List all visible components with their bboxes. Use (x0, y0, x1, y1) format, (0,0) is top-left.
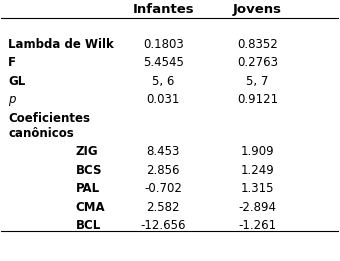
Text: BCS: BCS (75, 164, 102, 177)
Text: 0.9121: 0.9121 (237, 93, 278, 106)
Text: 2.856: 2.856 (147, 164, 180, 177)
Text: -1.261: -1.261 (239, 219, 277, 232)
Text: 0.1803: 0.1803 (143, 38, 184, 51)
Text: 2.582: 2.582 (147, 201, 180, 213)
Text: 1.249: 1.249 (241, 164, 275, 177)
Text: 1.315: 1.315 (241, 182, 274, 195)
Text: 5.4545: 5.4545 (143, 56, 184, 69)
Text: -12.656: -12.656 (140, 219, 186, 232)
Text: -0.702: -0.702 (144, 182, 182, 195)
Text: CMA: CMA (75, 201, 105, 213)
Text: BCL: BCL (75, 219, 101, 232)
Text: Infantes: Infantes (133, 3, 194, 16)
Text: -2.894: -2.894 (239, 201, 277, 213)
Text: 0.8352: 0.8352 (237, 38, 278, 51)
Text: 5, 7: 5, 7 (246, 75, 269, 88)
Text: Lambda de Wilk: Lambda de Wilk (8, 38, 114, 51)
Text: 8.453: 8.453 (147, 145, 180, 158)
Text: Coeficientes
canônicos: Coeficientes canônicos (8, 112, 90, 140)
Text: 5, 6: 5, 6 (152, 75, 174, 88)
Text: 0.2763: 0.2763 (237, 56, 278, 69)
Text: ZIG: ZIG (75, 145, 98, 158)
Text: Jovens: Jovens (233, 3, 282, 16)
Text: p: p (8, 93, 16, 106)
Text: PAL: PAL (75, 182, 100, 195)
Text: 1.909: 1.909 (241, 145, 274, 158)
Text: 0.031: 0.031 (147, 93, 180, 106)
Text: F: F (8, 56, 16, 69)
Text: GL: GL (8, 75, 26, 88)
